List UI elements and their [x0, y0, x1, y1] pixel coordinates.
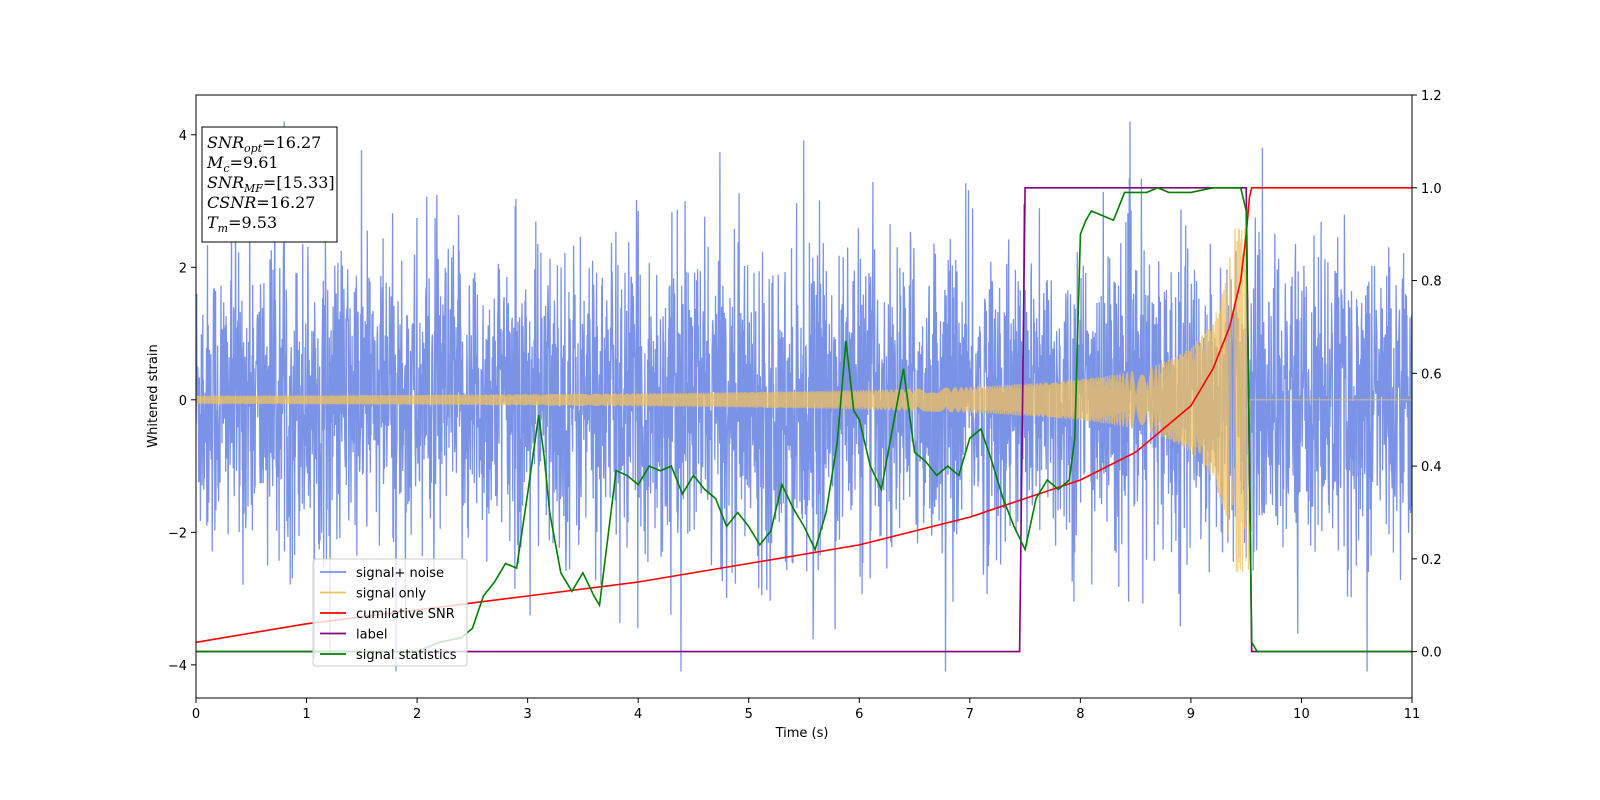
info-line: CSNR=16.27: [207, 193, 315, 212]
y2-tick-label: 1.2: [1421, 89, 1442, 104]
x-tick-label: 1: [302, 707, 310, 722]
info-subscript: MF: [243, 182, 263, 195]
info-symbol: M: [206, 153, 224, 172]
y2-tick-label: 0.8: [1421, 275, 1442, 290]
x-tick-label: 10: [1293, 707, 1310, 722]
info-box: SNRopt=16.27Mc=9.61SNRMF=[15.33]CSNR=16.…: [201, 126, 338, 243]
series-layer: [196, 121, 1412, 672]
y-axis-label: Whitened strain: [146, 344, 161, 447]
y2-tick-label: 0.6: [1421, 367, 1442, 382]
info-value: =9.61: [230, 153, 279, 172]
legend-label: signal only: [356, 587, 426, 602]
info-value: =9.53: [228, 213, 277, 232]
x-tick-label: 4: [634, 707, 642, 722]
x-tick-label: 8: [1076, 707, 1084, 722]
legend-label: label: [356, 628, 387, 643]
x-tick-label: 2: [413, 707, 421, 722]
x-tick-label: 9: [1187, 707, 1195, 722]
legend-label: signal statistics: [356, 648, 457, 663]
info-symbol: CSNR: [207, 193, 256, 212]
legend-frame: [312, 558, 468, 667]
y-tick-label: −4: [168, 659, 187, 674]
info-symbol: SNR: [207, 173, 244, 192]
y2-tick-label: 0.0: [1421, 646, 1442, 661]
info-symbol: SNR: [207, 133, 244, 152]
legend-label: signal+ noise: [356, 566, 444, 581]
series-signal-only: [196, 227, 1412, 573]
info-symbol: T: [207, 213, 219, 232]
axes-layer: 0 1 2 3 4 5 6 7 8 9 10 11 −4 −2 0 2 4 0.0 0.2 0.4 0.6 0.8 1.0 1…: [168, 89, 1442, 722]
legend-label: cumilative SNR: [356, 607, 455, 622]
x-tick-label: 3: [523, 707, 531, 722]
x-tick-label: 11: [1404, 707, 1421, 722]
plot-frame: [195, 94, 1413, 699]
series-signal-statistics: [196, 186, 1412, 653]
info-line: SNRMF=[15.33]: [207, 173, 335, 195]
y-tick-label: 2: [179, 261, 187, 276]
info-subscript: opt: [244, 142, 263, 155]
x-tick-label: 7: [966, 707, 974, 722]
y2-tick-label: 0.4: [1421, 460, 1442, 475]
info-line: Tm=9.53: [207, 213, 277, 235]
info-line: SNRopt=16.27: [207, 133, 321, 155]
legend: signal+ noise signal only cumilative SNR la…: [312, 558, 468, 667]
y-tick-label: 0: [179, 394, 187, 409]
x-tick-label: 5: [745, 707, 753, 722]
info-line: Mc=9.61: [206, 153, 279, 175]
y-tick-label: 4: [179, 129, 187, 144]
info-value: =16.27: [256, 193, 315, 212]
info-value: =16.27: [262, 133, 321, 152]
y-tick-label: −2: [168, 526, 187, 541]
x-tick-label: 6: [855, 707, 863, 722]
y2-tick-label: 0.2: [1421, 553, 1442, 568]
x-axis-label: Time (s): [775, 726, 829, 741]
info-subscript: m: [218, 222, 228, 235]
x-tick-label: 0: [192, 707, 200, 722]
info-box-frame: [201, 126, 338, 243]
info-subscript: c: [223, 162, 229, 175]
info-value: =[15.33]: [263, 173, 335, 192]
y2-tick-label: 1.0: [1421, 182, 1442, 197]
